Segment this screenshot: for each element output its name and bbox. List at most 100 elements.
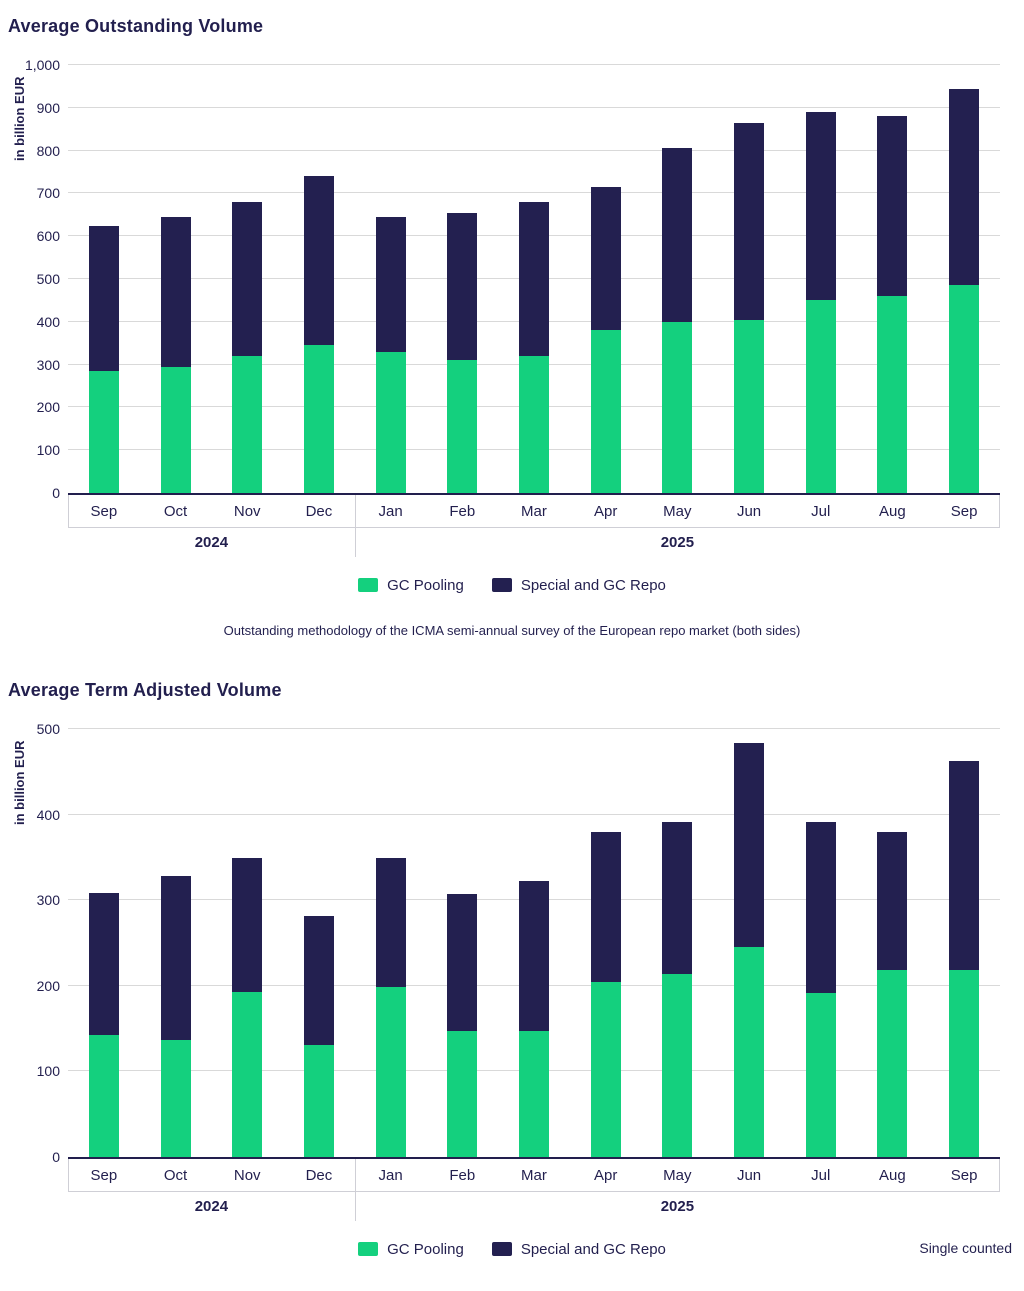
bar-cell [211, 65, 283, 493]
legend-item-special-and-gc-repo: Special and GC Repo [491, 1241, 666, 1258]
bar-segment-special-and-gc-repo [88, 893, 119, 1036]
stacked-bar-oct-1 [160, 216, 191, 493]
legend-label: Special and GC Repo [520, 576, 666, 594]
bar-segment-special-and-gc-repo [88, 225, 119, 372]
bar-segment-special-and-gc-repo [518, 201, 549, 357]
x-tick-label: Sep [950, 1166, 978, 1184]
stacked-bar-may-8 [662, 822, 693, 1157]
year-label: 2024 [194, 533, 229, 551]
axis-separator [999, 495, 1000, 527]
axis-separator [354, 495, 356, 557]
stacked-bar-mar-6 [518, 201, 549, 493]
stacked-bar-may-8 [662, 148, 693, 493]
bar-cell [140, 729, 212, 1157]
bar-segment-special-and-gc-repo [375, 216, 406, 352]
bar-segment-gc-pooling [590, 330, 621, 493]
legend-swatch [358, 1242, 379, 1256]
bar-segment-special-and-gc-repo [232, 858, 263, 992]
stacked-bar-sep-0 [88, 893, 119, 1157]
x-tick-label: Jul [811, 502, 831, 520]
bar-segment-special-and-gc-repo [375, 858, 406, 987]
stacked-bar-sep-12 [949, 88, 980, 493]
bar-cell [785, 729, 857, 1157]
stacked-bar-dec-3 [303, 916, 334, 1157]
y-tick-label: 100 [36, 442, 60, 459]
axis-separator [68, 1159, 69, 1191]
gridline [68, 149, 1000, 151]
stacked-bar-apr-7 [590, 831, 621, 1157]
bar-segment-special-and-gc-repo [662, 148, 693, 322]
bar-cell [498, 729, 570, 1157]
stacked-bar-sep-12 [949, 760, 980, 1157]
bar-cell [857, 65, 929, 493]
bar-segment-special-and-gc-repo [734, 122, 765, 320]
bar-cell [140, 65, 212, 493]
bar-segment-gc-pooling [303, 345, 334, 493]
x-tick-label: Mar [521, 1166, 547, 1184]
stacked-bar-feb-5 [447, 894, 478, 1157]
x-tick-label: May [663, 1166, 692, 1184]
bar-segment-special-and-gc-repo [447, 212, 478, 361]
bar-segment-gc-pooling [805, 992, 836, 1157]
bar-cell [498, 65, 570, 493]
x-tick-label: Sep [90, 502, 118, 520]
x-tick-label: Dec [305, 1166, 333, 1184]
axis-separator [999, 1159, 1000, 1191]
bar-segment-gc-pooling [518, 1031, 549, 1157]
y-tick-label: 400 [36, 806, 60, 823]
bar-segment-gc-pooling [949, 285, 980, 493]
stacked-bar-nov-2 [232, 201, 263, 493]
bar-segment-gc-pooling [949, 969, 980, 1157]
y-tick-label: 800 [36, 142, 60, 159]
month-labels-row: Sep Oct Nov Dec Jan Feb Mar Apr May Jun Jul Aug Sep [68, 1159, 1000, 1191]
bar-cell [570, 65, 642, 493]
x-tick-label: Sep [950, 502, 978, 520]
axis-divider-line [68, 527, 1000, 528]
bar-segment-special-and-gc-repo [303, 916, 334, 1045]
bar-segment-gc-pooling [303, 1044, 334, 1157]
bar-cell [426, 65, 498, 493]
bar-segment-special-and-gc-repo [590, 831, 621, 983]
chart-title: Average Outstanding Volume [8, 16, 264, 36]
stacked-bar-dec-3 [303, 176, 334, 493]
bar-cell [713, 65, 785, 493]
bar-segment-gc-pooling [877, 296, 908, 493]
bar-cell [642, 729, 714, 1157]
stacked-bar-jan-4 [375, 216, 406, 493]
legend-label: GC Pooling [387, 1240, 464, 1258]
stacked-bar-jul-10 [805, 112, 836, 493]
x-tick-label: Oct [163, 1166, 188, 1184]
bar-segment-gc-pooling [662, 973, 693, 1157]
gridline [68, 813, 1000, 815]
stacked-bar-aug-11 [877, 831, 908, 1157]
chart-caption: Outstanding methodology of the ICMA semi… [223, 623, 801, 638]
single-counted-note: Single counted [919, 1240, 1012, 1256]
year-label: 2025 [660, 1197, 695, 1215]
stacked-bar-sep-0 [88, 225, 119, 493]
stacked-bar-jan-4 [375, 858, 406, 1157]
bar-cell [283, 729, 355, 1157]
legend-label: GC Pooling [387, 576, 464, 594]
bar-segment-gc-pooling [375, 351, 406, 493]
stacked-bar-apr-7 [590, 187, 621, 493]
axis-divider-line [68, 1191, 1000, 1192]
y-tick-label: 600 [36, 228, 60, 245]
bar-segment-gc-pooling [662, 321, 693, 493]
plot-area: in billion EUR 0 100 200 300 400 500 [12, 721, 1000, 1165]
x-tick-label: Jun [736, 502, 762, 520]
year-labels-row: 2024 2025 [68, 527, 1000, 557]
bar-cell [211, 729, 283, 1157]
bar-cell [928, 65, 1000, 493]
bar-segment-special-and-gc-repo [949, 760, 980, 970]
bar-segment-gc-pooling [160, 366, 191, 493]
bar-segment-gc-pooling [232, 991, 263, 1157]
gridline [68, 106, 1000, 108]
bar-cell [642, 65, 714, 493]
bar-segment-special-and-gc-repo [949, 88, 980, 286]
x-tick-label: Jun [736, 1166, 762, 1184]
gridline [68, 64, 1000, 65]
stacked-bar-oct-1 [160, 876, 191, 1157]
legend-swatch [358, 578, 379, 592]
bar-segment-gc-pooling [805, 300, 836, 493]
chart-title: Average Term Adjusted Volume [8, 680, 282, 700]
